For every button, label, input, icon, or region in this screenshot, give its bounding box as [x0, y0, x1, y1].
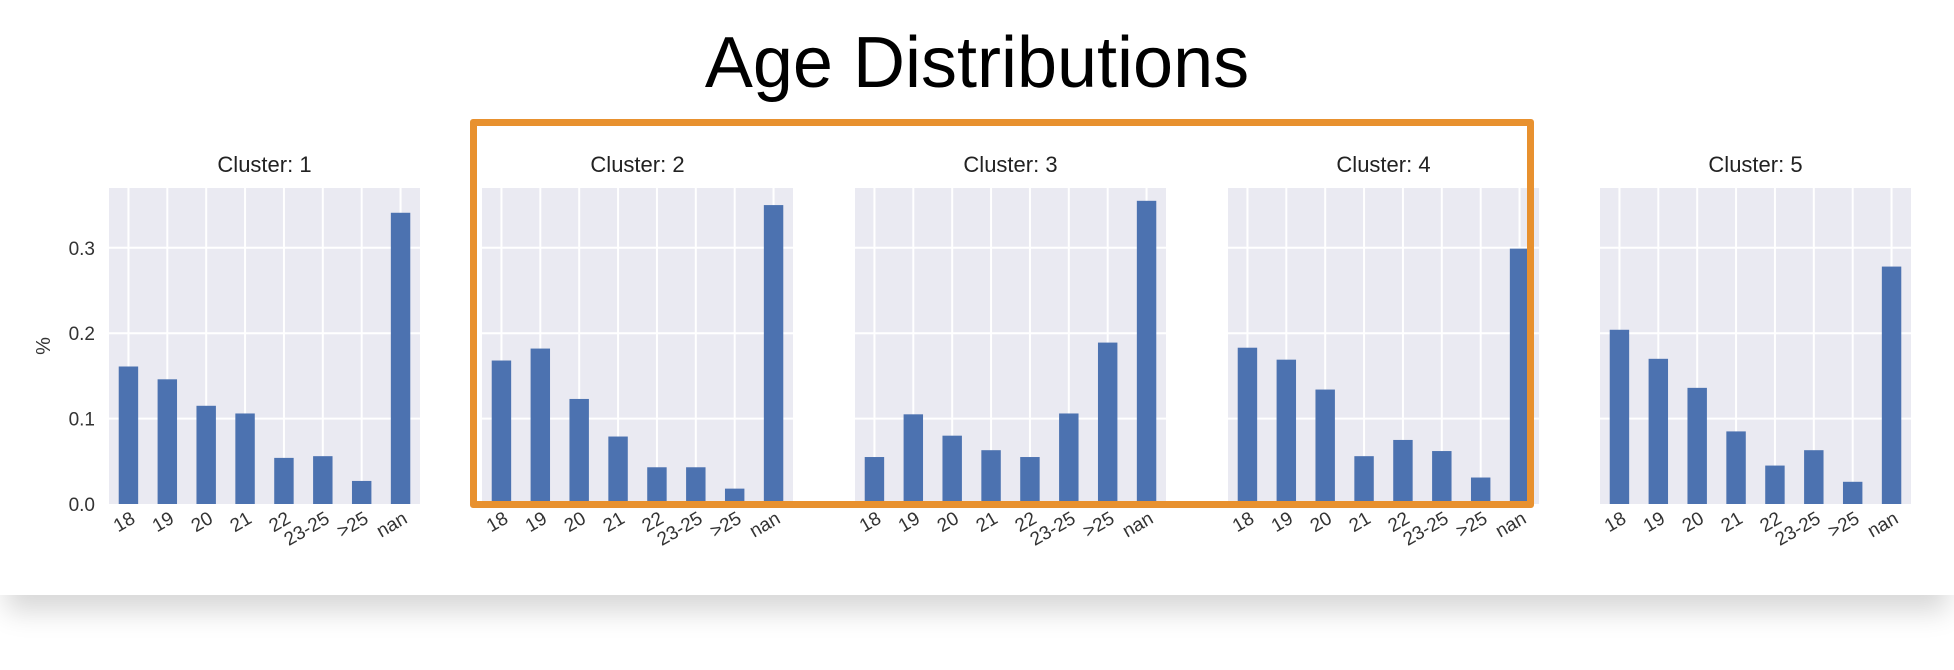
bar-20: [1687, 387, 1707, 504]
y-tick-label: 0.1: [69, 410, 95, 431]
highlight-box: [470, 119, 1534, 508]
x-tick-label: nan: [746, 508, 784, 542]
bar-23-25: [686, 467, 706, 504]
x-tick-label: 20: [1679, 508, 1708, 537]
x-tick-label: >25: [707, 508, 745, 542]
x-tick-label: 19: [522, 508, 551, 537]
x-tick-label: 21: [1718, 508, 1747, 537]
subplot-title: Cluster: 1: [217, 152, 311, 177]
bar-21: [608, 436, 628, 504]
x-tick-label: 23-25: [1027, 508, 1080, 550]
x-tick-label: 21: [227, 508, 256, 537]
slide-title: Age Distributions: [704, 23, 1250, 103]
x-tick-label: 23-25: [654, 508, 707, 550]
bar-22: [1765, 465, 1785, 504]
bar-21: [1726, 431, 1746, 504]
bar-18: [864, 457, 885, 504]
plot-area: [1600, 188, 1911, 504]
subplot-title: Cluster: 2: [590, 152, 684, 177]
bar->25: [1097, 342, 1118, 504]
subplot-title: Cluster: 3: [963, 152, 1057, 177]
x-tick-label: 20: [1307, 508, 1336, 537]
bar-nan: [1881, 266, 1902, 504]
x-tick-label: 18: [856, 508, 885, 537]
bar-20: [569, 398, 589, 504]
x-tick-label: 20: [934, 508, 963, 537]
x-tick-label: 21: [973, 508, 1002, 537]
plot-area: [109, 188, 420, 504]
bar-nan: [1136, 200, 1157, 505]
x-tick-label: nan: [1492, 508, 1530, 542]
y-axis-label: %: [33, 337, 55, 355]
x-tick-label: 23-25: [281, 508, 334, 550]
bar-22: [1393, 439, 1413, 504]
bar-20: [1315, 389, 1335, 504]
x-tick-label: nan: [373, 508, 411, 542]
x-tick-label: 21: [600, 508, 629, 537]
bar-21: [1354, 456, 1374, 504]
bar->25: [1842, 481, 1863, 504]
x-tick-label: 23-25: [1772, 508, 1825, 550]
x-tick-label: >25: [1080, 508, 1118, 542]
bar-19: [157, 379, 178, 504]
x-tick-label: 20: [561, 508, 590, 537]
bar-18: [1237, 347, 1258, 504]
bar-21: [981, 450, 1001, 504]
x-tick-label: >25: [1453, 508, 1491, 542]
x-tick-label: >25: [334, 508, 372, 542]
bar-23-25: [1432, 451, 1452, 504]
bar-22: [647, 467, 667, 504]
bar-20: [942, 435, 962, 504]
bar-19: [903, 414, 924, 504]
bar-nan: [1509, 248, 1530, 504]
bar-18: [491, 360, 512, 504]
bar-23-25: [1059, 413, 1079, 504]
bar->25: [724, 488, 745, 504]
subplot-title: Cluster: 5: [1708, 152, 1802, 177]
bar-21: [235, 413, 255, 504]
bar-20: [196, 405, 216, 504]
bar-18: [118, 366, 139, 504]
x-tick-label: 21: [1346, 508, 1375, 537]
bar-19: [530, 348, 551, 504]
x-tick-label: 19: [1640, 508, 1669, 537]
x-tick-label: nan: [1119, 508, 1157, 542]
bar-19: [1648, 358, 1669, 504]
x-tick-label: nan: [1864, 508, 1902, 542]
x-tick-label: 19: [1268, 508, 1297, 537]
bar-23-25: [313, 456, 333, 504]
bar->25: [351, 480, 372, 504]
bar-22: [1020, 457, 1040, 504]
bar-nan: [763, 205, 784, 504]
x-tick-label: 18: [1601, 508, 1630, 537]
subplot-title: Cluster: 4: [1336, 152, 1430, 177]
bar-23-25: [1804, 450, 1824, 504]
x-tick-label: 18: [110, 508, 139, 537]
x-tick-label: 18: [483, 508, 512, 537]
x-tick-label: 23-25: [1400, 508, 1453, 550]
x-tick-label: 20: [188, 508, 217, 537]
x-tick-label: 19: [149, 508, 178, 537]
bar-19: [1276, 359, 1297, 504]
y-tick-label: 0.2: [69, 324, 95, 345]
x-tick-label: 18: [1229, 508, 1258, 537]
x-tick-label: >25: [1825, 508, 1863, 542]
y-tick-label: 0.3: [69, 239, 95, 260]
bar-22: [274, 457, 294, 504]
bar->25: [1470, 477, 1491, 504]
bar-nan: [390, 212, 411, 504]
x-tick-label: 19: [895, 508, 924, 537]
bar-18: [1609, 329, 1630, 504]
y-tick-label: 0.0: [69, 495, 95, 516]
